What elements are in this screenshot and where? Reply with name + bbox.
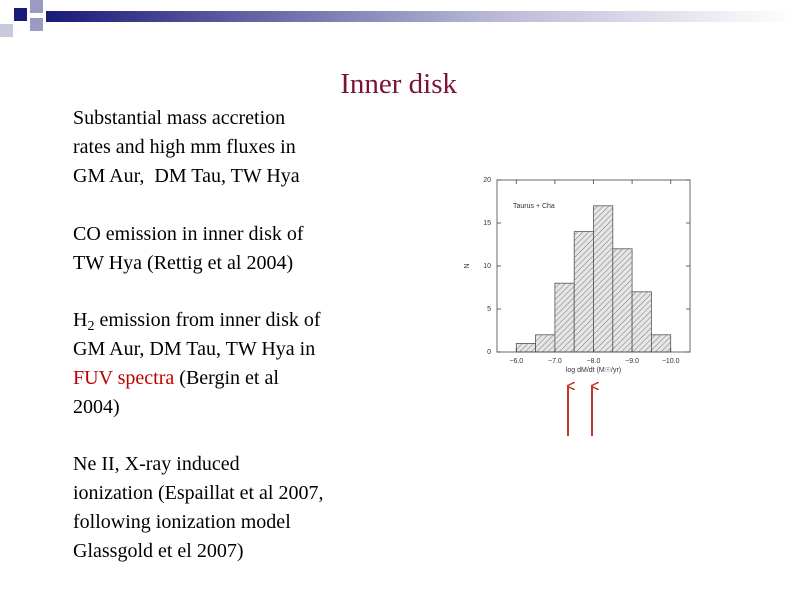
- text-line: GM Aur, DM Tau, TW Hya in: [73, 338, 316, 360]
- text: emission from inner disk of: [94, 309, 321, 331]
- text-line: TW Hya (Rettig et al 2004): [73, 252, 294, 274]
- text-line: FUV spectra (Bergin et al: [73, 364, 321, 393]
- x-tick-label: −6.0: [509, 358, 523, 365]
- y-tick-label: 5: [487, 306, 491, 313]
- x-axis-label: log dM/dt (M☉/yr): [566, 366, 621, 374]
- text: (Bergin et al: [174, 367, 279, 389]
- bullet: Ne II, X-ray induced ionization (Espaill…: [73, 450, 324, 566]
- legend-label: Taurus + Cha: [513, 203, 555, 210]
- bar: [573, 231, 594, 353]
- x-tick-label: −10.0: [662, 358, 680, 365]
- text-line: following ionization model: [73, 511, 291, 533]
- text-line: ionization (Espaillat et al 2007,: [73, 482, 324, 504]
- bar: [535, 334, 556, 353]
- text: H: [73, 309, 88, 331]
- y-axis-label: N: [464, 263, 471, 268]
- bullet: Substantial mass accretion rates and hig…: [73, 104, 300, 191]
- y-tick-label: 20: [483, 177, 491, 184]
- bar: [593, 205, 614, 353]
- text-line: 2004): [73, 396, 120, 418]
- text-line: H2 emission from inner disk of: [73, 306, 321, 335]
- y-tick-label: 10: [483, 263, 491, 270]
- text-line: rates and high mm fluxes in: [73, 136, 296, 158]
- text-line: CO emission in inner disk of: [73, 223, 304, 245]
- text-line: Glassgold et el 2007): [73, 540, 244, 562]
- x-tick-label: −7.0: [548, 358, 562, 365]
- text-line: GM Aur, DM Tau, TW Hya: [73, 165, 300, 187]
- bar: [515, 342, 536, 353]
- bullet: H2 emission from inner disk of GM Aur, D…: [73, 306, 321, 422]
- y-tick-label: 0: [487, 349, 491, 356]
- bar: [651, 334, 672, 353]
- x-tick-label: −8.0: [587, 358, 601, 365]
- text-line: Ne II, X-ray induced: [73, 453, 240, 475]
- bar: [612, 248, 633, 353]
- bar: [631, 291, 652, 353]
- y-tick-label: 15: [483, 220, 491, 227]
- highlight: FUV spectra: [73, 367, 175, 389]
- bar: [554, 282, 575, 353]
- bullet: CO emission in inner disk of TW Hya (Ret…: [73, 220, 304, 278]
- slide-title: Inner disk: [340, 68, 457, 100]
- text-line: Substantial mass accretion: [73, 107, 286, 129]
- x-tick-label: −9.0: [625, 358, 639, 365]
- subscript: 2: [87, 319, 95, 334]
